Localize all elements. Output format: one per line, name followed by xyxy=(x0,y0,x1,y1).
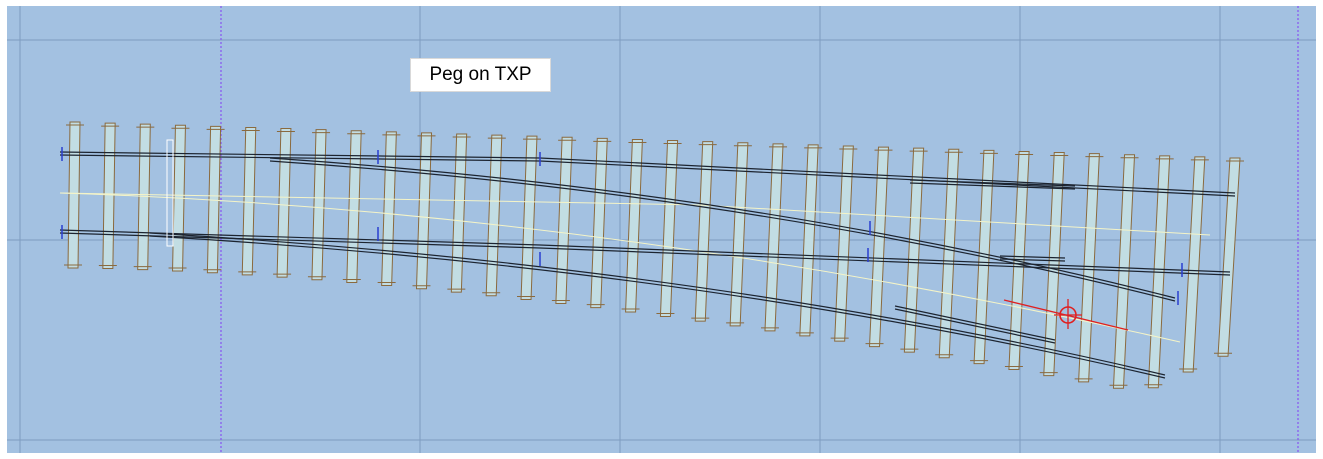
check-rail-main xyxy=(909,182,1076,190)
centre-line-main xyxy=(59,192,1211,236)
centre-line-diverging xyxy=(59,192,1181,343)
rail-end-marks xyxy=(61,139,1183,305)
timber xyxy=(1217,157,1241,357)
timber xyxy=(346,130,362,284)
timber xyxy=(1182,156,1206,373)
timbering-marker xyxy=(166,139,174,247)
timber xyxy=(1078,153,1100,383)
timber xyxy=(694,141,714,322)
timber xyxy=(903,147,925,353)
timber xyxy=(67,121,81,269)
rail-diverging-outer xyxy=(269,160,1176,302)
dotted-guides xyxy=(220,6,1299,453)
timber xyxy=(102,122,116,270)
timber xyxy=(590,137,608,309)
timber xyxy=(1008,150,1030,371)
wing-rail xyxy=(999,258,1066,262)
timber xyxy=(938,148,960,359)
timber xyxy=(555,136,573,305)
timber xyxy=(520,135,538,301)
wing-rail xyxy=(999,255,1066,259)
rail-diverging-outer xyxy=(269,157,1176,299)
timber xyxy=(764,143,784,332)
timber xyxy=(485,134,503,297)
rail-main-inner xyxy=(59,229,1231,273)
timber xyxy=(450,133,468,293)
timber xyxy=(729,142,749,327)
grid-lines xyxy=(7,6,1316,453)
rail-diverging-inner xyxy=(149,232,1166,376)
timber xyxy=(834,145,854,342)
timbers xyxy=(64,121,1244,389)
check-rail-main xyxy=(909,179,1076,187)
work-area xyxy=(7,6,1316,453)
crosshair-peg-icon[interactable] xyxy=(1003,299,1129,331)
rail-diverging-inner xyxy=(149,235,1166,379)
timber xyxy=(311,129,327,281)
timber xyxy=(659,140,679,317)
timber xyxy=(799,144,819,337)
timber xyxy=(206,125,222,274)
peg-label: Peg on TXP xyxy=(410,58,551,92)
timber xyxy=(1043,152,1065,377)
check-rail-diverging xyxy=(894,305,1056,341)
timber xyxy=(415,132,433,290)
check-rail-diverging xyxy=(894,308,1056,344)
timber xyxy=(1112,154,1136,389)
timber xyxy=(625,138,643,313)
timber xyxy=(241,126,257,276)
centre-lines xyxy=(59,192,1211,343)
